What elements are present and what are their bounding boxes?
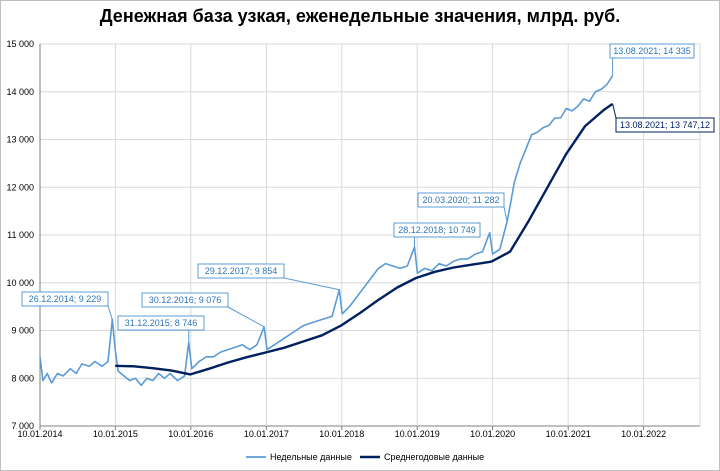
annotation-box [393, 222, 481, 238]
series-average-line [115, 102, 614, 376]
annotation-label: 30.12.2016; 9 076 [149, 295, 222, 305]
y-tick-label: 12 000 [6, 182, 34, 192]
x-tick-label: 10.01.2022 [621, 429, 666, 439]
x-tick-label: 10.01.2020 [470, 429, 515, 439]
y-tick-label: 14 000 [6, 87, 34, 97]
y-tick-label: 9 000 [11, 326, 34, 336]
y-tick-label: 8 000 [11, 373, 34, 383]
annotation-box [21, 291, 109, 307]
y-tick-label: 10 000 [6, 278, 34, 288]
annotation-label: 20.03.2020; 11 282 [423, 195, 500, 205]
y-tick-label: 13 000 [6, 135, 34, 145]
annotation-label: 13.08.2021; 13 747,12 [620, 120, 710, 130]
x-tick-label: 10.01.2014 [17, 429, 62, 439]
chart-title: Денежная база узкая, еженедельные значен… [99, 6, 621, 26]
x-tick-label: 10.01.2021 [546, 429, 591, 439]
annotation-label: 26.12.2014; 9 229 [29, 294, 102, 304]
annotation-leader [612, 103, 617, 119]
annotation-label: 29.12.2017; 9 854 [205, 266, 278, 276]
series-weekly-line [39, 75, 614, 387]
y-tick-label: 11 000 [7, 230, 34, 240]
y-tick-label: 7 000 [11, 421, 34, 431]
annotation-leader [227, 306, 265, 328]
legend: Недельные данные Среднегодовые данные [246, 452, 484, 462]
annotation-leader [107, 305, 113, 320]
x-tick-label: 10.01.2017 [244, 429, 289, 439]
annotation-label: 28.12.2018; 10 749 [398, 225, 476, 235]
x-tick-label: 10.01.2015 [93, 429, 138, 439]
annotations: 26.12.2014; 9 229 31.12.2015; 8 746 30.12.… [21, 43, 715, 343]
x-tick-label: 10.01.2019 [395, 429, 440, 439]
grid-lines [39, 43, 701, 427]
annotation-box [197, 263, 285, 279]
y-axis: 7 000 8 000 9 000 10 000 11 000 12 000 13 000 1… [6, 39, 41, 431]
annotation-box [615, 117, 715, 133]
series-lines [39, 75, 614, 387]
annotation-box [117, 315, 205, 331]
annotation-leader [503, 206, 508, 222]
annotation-box [417, 192, 505, 208]
y-tick-label: 15 000 [6, 39, 34, 49]
legend-average-label: Среднегодовые данные [384, 452, 484, 462]
annotation-label: 13.08.2021; 14 335 [613, 46, 691, 56]
x-axis: 10.01.2014 10.01.2015 10.01.2016 10.01.2017… [17, 426, 666, 439]
x-tick-label: 10.01.2016 [168, 429, 213, 439]
annotation-leader [283, 277, 340, 291]
annotation-box [609, 43, 695, 59]
x-tick-label: 10.01.2018 [319, 429, 364, 439]
annotation-label: 31.12.2015; 8 746 [125, 318, 198, 328]
legend-weekly-label: Недельные данные [270, 452, 352, 462]
annotation-box [141, 292, 229, 308]
